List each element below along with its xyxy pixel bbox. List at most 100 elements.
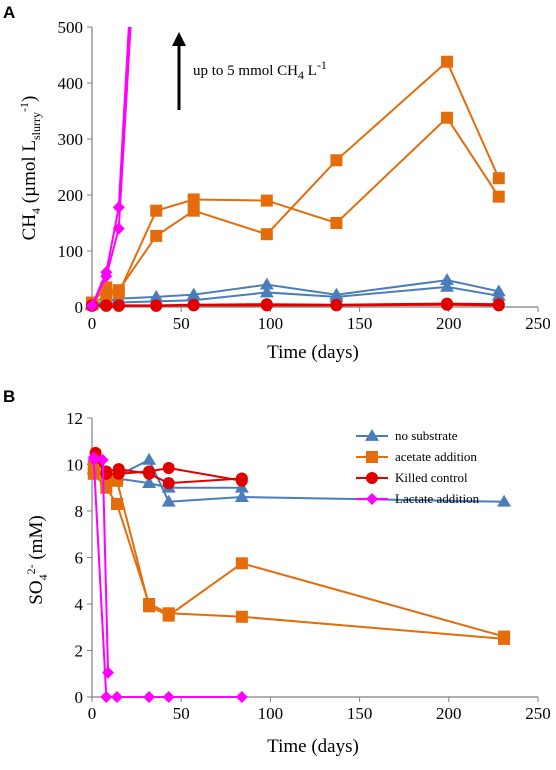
x-tick-label: 150 bbox=[347, 314, 373, 333]
data-point bbox=[143, 691, 156, 703]
data-point bbox=[162, 691, 175, 703]
data-point bbox=[100, 289, 113, 302]
data-point bbox=[112, 222, 125, 235]
data-point bbox=[260, 228, 273, 241]
x-tick-label: 250 bbox=[525, 704, 551, 723]
x-tick-label: 0 bbox=[88, 314, 97, 333]
series-lactate-addition-7 bbox=[86, 27, 132, 312]
data-point bbox=[86, 299, 98, 312]
data-point bbox=[259, 277, 274, 290]
data-point bbox=[112, 299, 125, 312]
series-clip-group bbox=[85, 27, 506, 312]
data-point bbox=[497, 494, 512, 507]
legend-marker bbox=[366, 451, 378, 463]
series-lactate-addition-7 bbox=[87, 451, 115, 679]
data-point bbox=[150, 204, 163, 217]
x-tick-label: 100 bbox=[258, 704, 284, 723]
data-point bbox=[441, 111, 454, 124]
data-point bbox=[162, 609, 175, 622]
series-killed-control-5 bbox=[86, 298, 505, 312]
panel-b-letter: B bbox=[3, 387, 15, 406]
series-line bbox=[91, 60, 500, 306]
data-point bbox=[441, 55, 454, 68]
x-tick-label: 50 bbox=[173, 314, 190, 333]
data-point bbox=[440, 279, 455, 292]
data-point bbox=[259, 285, 274, 298]
data-point bbox=[112, 201, 125, 214]
x-tick-label: 0 bbox=[88, 704, 97, 723]
series-acetate-addition-3 bbox=[87, 460, 511, 643]
data-point bbox=[260, 299, 273, 312]
y-tick-label: 0 bbox=[75, 688, 84, 707]
legend-label: acetate addition bbox=[395, 449, 477, 464]
data-point bbox=[329, 289, 344, 302]
legend-item-acetate-addition: acetate addition bbox=[356, 449, 477, 464]
data-point bbox=[235, 474, 248, 487]
legend-item-killed-control: Killed control bbox=[356, 470, 468, 485]
data-point bbox=[187, 299, 200, 312]
legend-marker bbox=[366, 472, 378, 484]
x-tick-label: 200 bbox=[436, 704, 462, 723]
annotation-text: up to 5 mmol CH4 L-1 bbox=[193, 58, 327, 82]
data-point bbox=[492, 172, 505, 185]
legend-marker bbox=[365, 429, 379, 441]
data-point bbox=[330, 299, 343, 312]
data-point bbox=[150, 299, 163, 312]
y-tick-label: 10 bbox=[66, 456, 83, 475]
panel-a-annotation: up to 5 mmol CH4 L-1 bbox=[172, 32, 327, 110]
data-point bbox=[100, 270, 113, 283]
data-point bbox=[234, 490, 249, 502]
data-point bbox=[441, 298, 454, 311]
data-point bbox=[492, 190, 505, 203]
y-tick-label: 8 bbox=[75, 502, 84, 521]
panel-a-letter: A bbox=[3, 3, 15, 22]
x-tick-label: 200 bbox=[436, 314, 462, 333]
panel-b-x-axis-title: Time (days) bbox=[267, 736, 359, 757]
data-point bbox=[330, 217, 343, 229]
y-tick-label: 200 bbox=[58, 186, 84, 205]
data-point bbox=[187, 204, 200, 217]
data-point bbox=[330, 154, 343, 167]
panel-a-x-axis-title: Time (days) bbox=[267, 342, 359, 363]
y-tick-label: 500 bbox=[58, 18, 84, 37]
data-point bbox=[87, 451, 100, 464]
data-point bbox=[260, 194, 273, 207]
data-point bbox=[235, 610, 248, 623]
legend-item-no-substrate: no substrate bbox=[356, 428, 458, 443]
up-arrow-icon bbox=[172, 32, 186, 46]
data-point bbox=[235, 557, 248, 570]
data-point bbox=[162, 477, 175, 490]
legend-item-lactate-addition: Lactate addition bbox=[356, 491, 480, 506]
y-tick-label: 4 bbox=[75, 595, 84, 614]
x-tick-label: 250 bbox=[525, 314, 551, 333]
x-tick-label: 100 bbox=[258, 314, 284, 333]
x-tick-label: 150 bbox=[347, 704, 373, 723]
data-point bbox=[143, 600, 156, 613]
data-point bbox=[150, 229, 163, 242]
panel-b-y-axis-title: SO42- (mM) bbox=[24, 515, 50, 604]
panel-a-axes: 0 100 200 300 400 500 0 50 100 150 200 250 bbox=[58, 18, 551, 333]
series-line bbox=[92, 459, 242, 698]
data-point bbox=[112, 284, 125, 297]
x-tick-label: 50 bbox=[173, 704, 190, 723]
y-tick-label: 6 bbox=[75, 549, 84, 568]
data-point bbox=[142, 452, 157, 465]
panel-a-y-axis-title: CH4 (µmol Lslurry-1) bbox=[17, 96, 43, 241]
data-point bbox=[491, 288, 506, 301]
data-point bbox=[187, 193, 200, 206]
data-point bbox=[143, 465, 156, 478]
y-tick-label: 2 bbox=[75, 642, 84, 661]
data-point bbox=[162, 461, 175, 474]
data-point bbox=[492, 299, 505, 312]
panel-b-series bbox=[86, 446, 512, 703]
data-point bbox=[102, 666, 115, 679]
panel-b: B 0 2 4 6 8 10 12 0 50 100 150 200 250 Time (days) S… bbox=[3, 387, 551, 757]
y-tick-label: 0 bbox=[75, 298, 84, 317]
series-acetate-addition-3 bbox=[86, 55, 505, 311]
series-clip-group bbox=[86, 446, 512, 703]
series-acetate-addition-2 bbox=[86, 111, 505, 309]
legend-label: no substrate bbox=[395, 428, 458, 443]
series-line bbox=[91, 27, 132, 307]
y-tick-label: 100 bbox=[58, 242, 84, 261]
